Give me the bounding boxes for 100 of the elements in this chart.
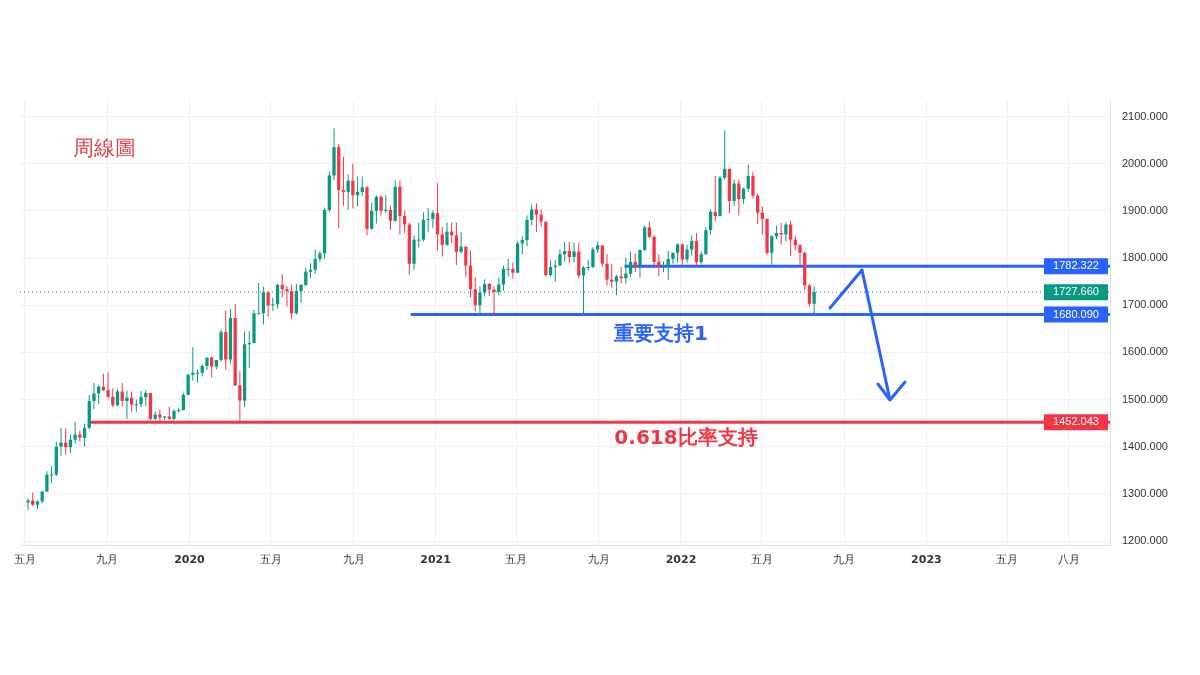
y-tick-label: 1800.000 xyxy=(1122,251,1168,264)
candlestick xyxy=(788,220,793,257)
candlestick xyxy=(506,258,510,277)
candlestick xyxy=(388,205,393,231)
candlestick xyxy=(285,285,289,308)
candlestick xyxy=(610,263,614,289)
candlestick xyxy=(139,390,143,408)
x-tick-label: 五月 xyxy=(750,553,773,567)
x-tick-label: 五月 xyxy=(259,553,282,567)
candlestick xyxy=(666,250,670,281)
candlestick xyxy=(431,209,435,229)
annotation: 重要支持1 xyxy=(612,321,708,346)
candlestick xyxy=(379,194,383,217)
candlestick xyxy=(454,222,459,266)
candlestick xyxy=(770,234,774,266)
text: 周線圖 xyxy=(73,135,136,162)
candlestick xyxy=(64,428,68,456)
x-tick-label: 2022 xyxy=(665,553,697,567)
ref-line-label: 1727.660 xyxy=(1053,285,1099,298)
candlestick xyxy=(384,194,388,214)
candlestick xyxy=(125,390,129,420)
candlestick xyxy=(134,399,138,413)
candlestick xyxy=(421,211,426,243)
candlestick xyxy=(464,246,468,278)
candlestick xyxy=(751,171,755,200)
y-tick-label: 2100.000 xyxy=(1122,109,1168,122)
candlestick xyxy=(661,260,666,273)
candlestick xyxy=(737,179,741,217)
candlestick xyxy=(680,242,684,268)
candlestick xyxy=(685,244,689,264)
candlestick xyxy=(129,391,134,413)
candlestick xyxy=(539,208,543,228)
data-label: 1680.090 xyxy=(1053,307,1099,320)
candlestick xyxy=(271,297,275,312)
candlestick xyxy=(209,356,214,378)
candlestick xyxy=(346,174,350,211)
candlestick xyxy=(732,179,736,207)
y-tick-label: 1200.000 xyxy=(1122,534,1168,547)
x-tick-label: 九月 xyxy=(96,553,119,567)
candlestick xyxy=(643,224,647,252)
candlestick xyxy=(624,257,628,285)
candlestick xyxy=(760,206,764,235)
x-tick-label: 五月 xyxy=(505,553,528,567)
candlestick xyxy=(605,253,609,286)
candlestick xyxy=(445,222,449,247)
y-tick-label: 1500.000 xyxy=(1122,392,1168,405)
candlestick xyxy=(370,202,374,231)
y-tick-label: 1700.000 xyxy=(1122,298,1168,311)
candlestick xyxy=(530,204,534,226)
candlestick xyxy=(591,246,595,269)
y-tick-label: 1600.000 xyxy=(1122,345,1168,358)
candlestick xyxy=(294,283,299,316)
candlestick xyxy=(435,182,440,251)
candlestick xyxy=(313,249,317,275)
candlestick xyxy=(59,427,63,457)
x-tick-label: 九月 xyxy=(342,553,365,567)
candlestick xyxy=(106,372,110,400)
candlestick xyxy=(746,164,750,193)
candlestick xyxy=(440,226,444,258)
candlestick xyxy=(572,242,576,263)
y-tick-label: 1300.000 xyxy=(1122,486,1168,499)
candlestick xyxy=(798,243,802,267)
candlestick xyxy=(600,244,604,268)
candlestick xyxy=(534,202,539,233)
candlestick xyxy=(290,283,294,320)
candlestick xyxy=(195,369,200,384)
candlestick xyxy=(619,266,623,285)
candlestick xyxy=(694,232,699,268)
candlestick xyxy=(92,382,96,410)
x-tick-label: 五月 xyxy=(996,553,1019,567)
x-tick-label: 2021 xyxy=(420,553,451,567)
candlestick xyxy=(473,276,477,312)
candlestick xyxy=(638,249,642,279)
x-tick-label: 五月 xyxy=(13,553,36,567)
x-tick-label: 2023 xyxy=(911,553,942,567)
candlestick xyxy=(402,210,407,234)
candlestick xyxy=(492,285,496,317)
candlestick xyxy=(723,130,727,181)
candlestick xyxy=(675,242,680,264)
x-tick-label: 九月 xyxy=(587,553,610,567)
candlestick xyxy=(671,251,675,265)
candlestick xyxy=(807,283,812,308)
candlestick xyxy=(426,207,430,233)
annotation: 0.618比率支持 xyxy=(614,425,758,450)
y-tick-label: 1400.000 xyxy=(1122,439,1168,452)
y-tick-label: 1900.000 xyxy=(1122,203,1168,216)
candlestick xyxy=(318,250,322,263)
candlestick xyxy=(784,222,788,242)
x-tick-label: 九月 xyxy=(833,553,856,567)
candlestick xyxy=(567,241,572,264)
candlestick xyxy=(756,193,760,225)
candlestick xyxy=(341,156,346,207)
candlestick xyxy=(586,259,590,272)
candlestick xyxy=(628,250,633,278)
x-tick-label: 八月 xyxy=(1057,553,1080,567)
data-label: 1782.322 xyxy=(1053,259,1099,272)
data-label: 1452.043 xyxy=(1053,415,1099,428)
x-tick-label: 2020 xyxy=(174,553,206,567)
candlestick xyxy=(73,421,77,445)
candlestick xyxy=(690,234,694,257)
